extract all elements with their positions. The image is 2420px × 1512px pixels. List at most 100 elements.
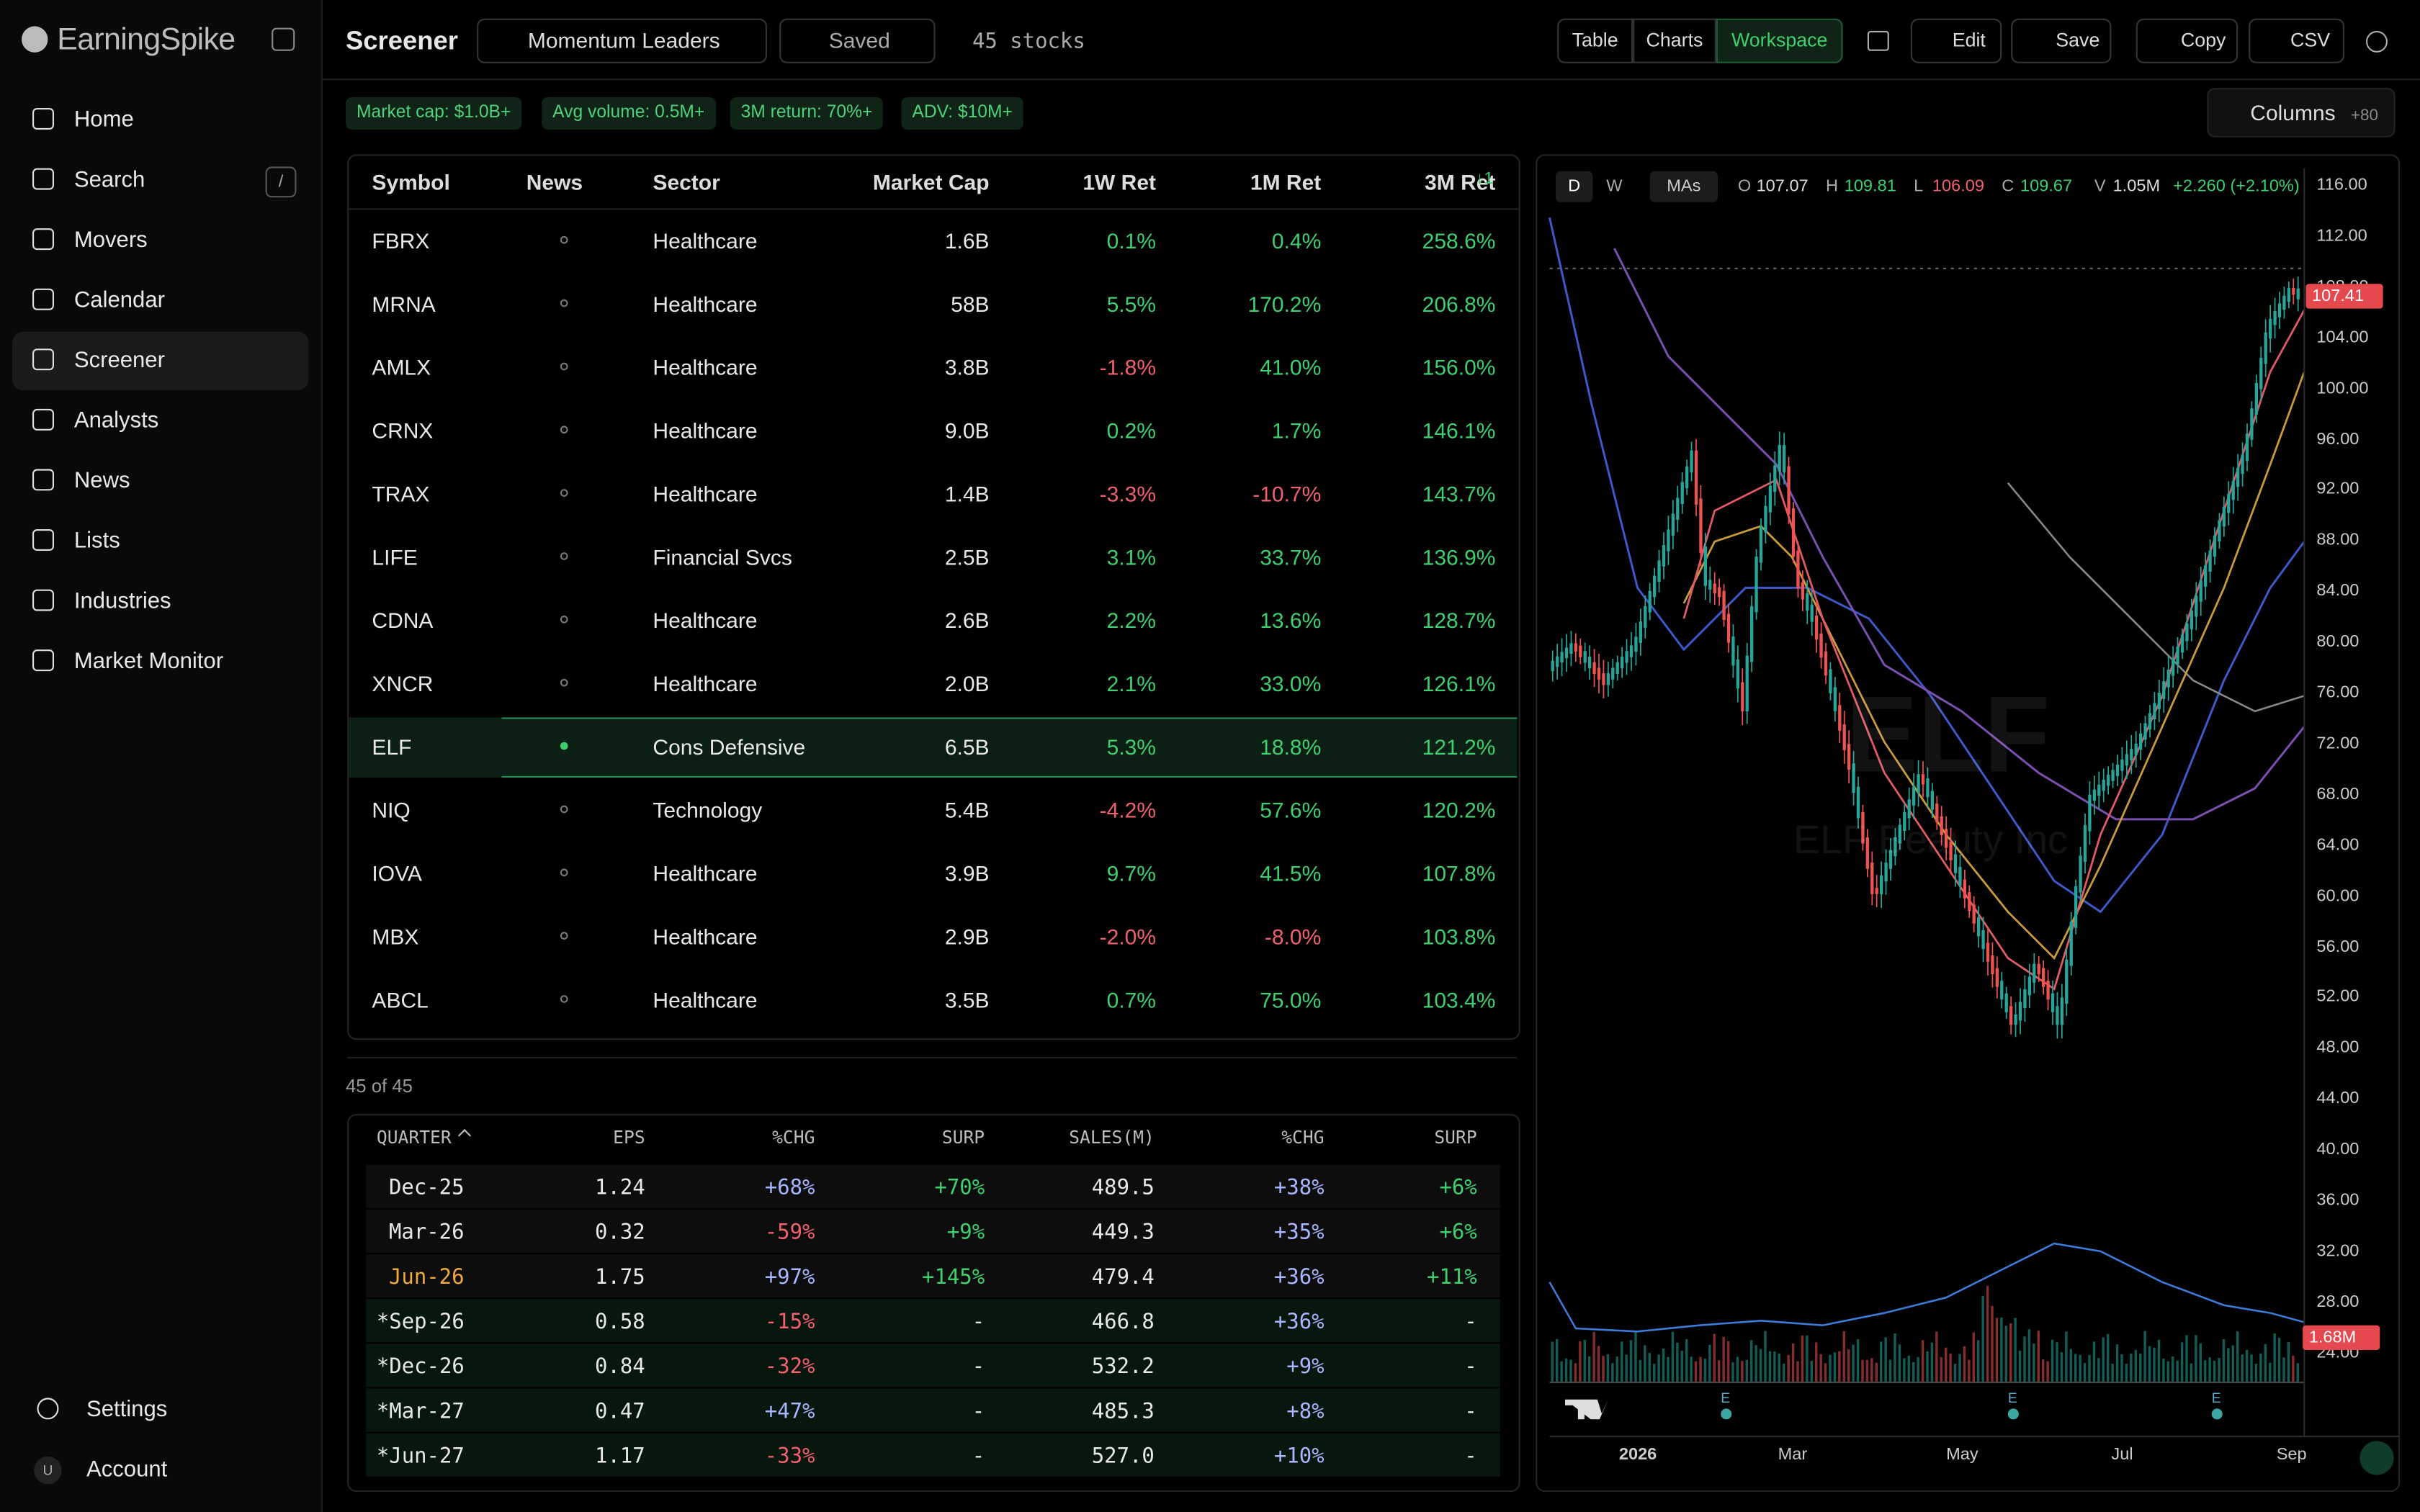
volume-bar [1667,1356,1670,1382]
volume-bar [2097,1358,2100,1382]
nav-item[interactable]: Movers [12,212,308,270]
candle-body [1653,575,1657,598]
volume-bar [2130,1354,2133,1382]
column-header[interactable]: 1W Ret [1083,169,1156,194]
candle-body [2250,408,2254,440]
nav-item[interactable]: Analysts [12,392,308,450]
candle-body [2204,565,2208,587]
table-cell: 3.1% [1106,544,1156,570]
symbol[interactable]: TRAX [372,481,430,506]
nav-item[interactable]: Lists [12,512,308,570]
filter-chip[interactable]: Avg volume: 0.5M+ [542,97,716,130]
ma-line [1548,217,2305,914]
earnings-header[interactable]: QUARTER [376,1126,452,1148]
candle-body [2083,824,2087,862]
symbol[interactable]: CDNA [372,608,434,633]
column-header[interactable]: News [526,169,583,194]
column-header[interactable]: 1M Ret [1250,169,1322,194]
last-volume: 1.68M [2303,1325,2380,1350]
saved-select[interactable]: Saved [779,18,936,63]
earnings-cell: -59% [764,1220,815,1246]
candle-body [1703,546,1707,586]
candle-body [1750,606,1754,662]
nav-item[interactable]: Screener [12,331,309,391]
symbol[interactable]: IOVA [372,860,422,886]
nav-item[interactable]: Search [12,151,308,210]
footer-item[interactable]: Settings [15,1381,311,1439]
help-button[interactable] [2366,30,2388,53]
earnings-header: SURP [941,1126,985,1148]
indicator-button[interactable]: MAs [1649,171,1718,202]
column-header[interactable]: Market Cap [872,169,990,194]
chart-action[interactable] [2360,1441,2394,1475]
nav-label: Analysts [73,408,159,434]
interval-button[interactable]: W [1606,177,1623,197]
symbol[interactable]: MRNA [372,292,436,317]
screen-name: Momentum Leaders [527,27,720,53]
filter-chip[interactable]: ADV: $10M+ [901,97,1023,130]
symbol[interactable]: CRNX [372,418,434,443]
filter-chip[interactable]: 3M return: 70%+ [730,97,884,130]
candle-body [1986,942,1990,962]
volume-bar [2269,1362,2272,1382]
symbol[interactable]: NIQ [372,797,411,823]
column-header[interactable]: 3M Ret [1425,169,1496,194]
collapse-button[interactable] [272,27,295,51]
candle-body [2102,780,2105,791]
layout-button[interactable] [1867,30,1889,51]
table-cell: Financial Svcs [653,544,792,570]
table-cell: -3.3% [1099,481,1156,506]
candle-body [1621,657,1624,669]
x-tick-label: May [1946,1445,1978,1464]
earnings-cell: - [1464,1399,1477,1424]
column-header[interactable]: Sector [653,169,720,194]
earnings-row [365,1344,1500,1387]
candle-body [2287,288,2290,302]
view-tab[interactable]: Charts [1633,18,1716,63]
volume-bar [1606,1354,1610,1382]
volume-bar [1759,1349,1762,1382]
nav-label: Industries [73,589,171,614]
symbol[interactable]: AMLX [372,354,431,380]
nav-item[interactable]: Home [12,91,308,149]
nav-item[interactable]: Industries [12,572,308,631]
candle-body [2199,580,2202,602]
candle-body [1833,687,1837,711]
interval-button[interactable]: D [1556,171,1593,202]
column-header[interactable]: Symbol [372,169,450,194]
view-tab[interactable]: Workspace [1716,18,1843,63]
table-cell: 143.7% [1422,481,1496,506]
symbol[interactable]: ELF [372,734,412,760]
candle-body [1806,593,1809,611]
candle-body [1764,505,1767,533]
volume-bar [1935,1331,1938,1382]
symbol[interactable]: FBRX [372,228,430,253]
symbol[interactable]: MBX [372,924,419,949]
symbol[interactable]: LIFE [372,544,418,570]
action-button[interactable]: Save [2011,18,2112,63]
earnings-cell: 489.5 [1091,1175,1155,1201]
volume-bar [1708,1344,1711,1382]
columns-button[interactable]: Columns +80 [2207,88,2396,138]
volume-bar [2014,1318,2017,1382]
filter-chip[interactable]: Market cap: $1.0B+ [346,97,522,130]
nav-item[interactable]: Market Monitor [12,633,308,691]
screen-select[interactable]: Momentum Leaders [477,18,767,63]
footer-item[interactable]: U Account [15,1441,311,1499]
nav-item[interactable]: Calendar [12,271,308,330]
action-button[interactable]: Copy [2136,18,2238,63]
table-cell: Healthcare [653,987,758,1012]
candle-body [2153,703,2156,719]
volume-bar [1653,1364,1656,1382]
action-button[interactable]: CSV [2249,18,2344,63]
news-dot [560,995,568,1003]
symbol[interactable]: ABCL [372,987,429,1012]
action-button[interactable]: Edit [1910,18,2002,63]
symbol[interactable]: XNCR [372,671,434,696]
nav-label: News [73,469,130,494]
candle-body [2092,789,2096,801]
view-tab[interactable]: Table [1557,18,1634,63]
divider [347,1056,1518,1058]
nav-item[interactable]: News [12,452,308,510]
table-cell: 2.2% [1106,608,1156,633]
